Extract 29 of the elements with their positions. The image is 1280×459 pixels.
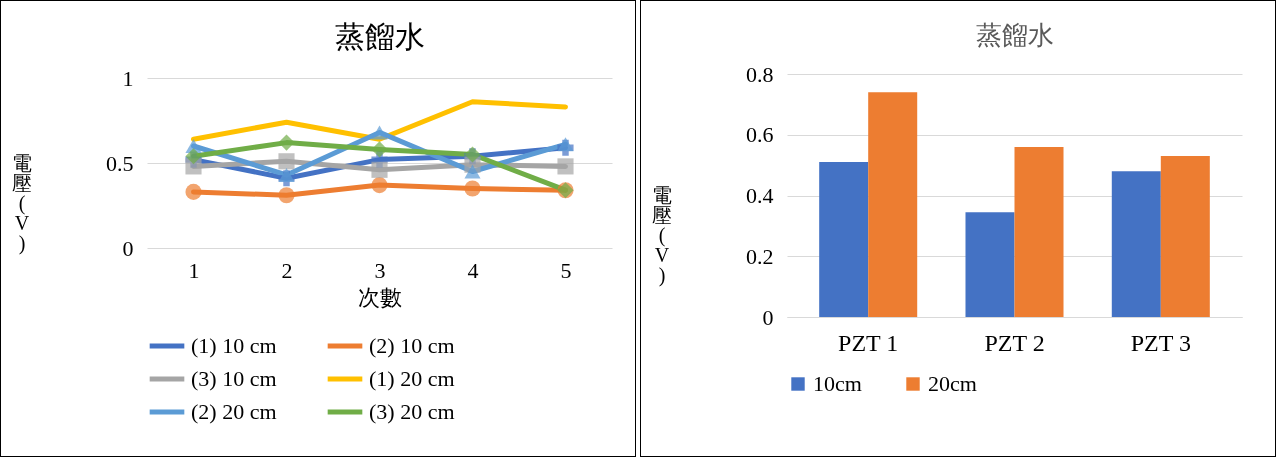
- legend-label: (2) 20 cm: [191, 399, 277, 424]
- y-tick-label: 1: [122, 65, 134, 91]
- y-tick-label: 0: [762, 304, 774, 330]
- y-axis-title: 電壓(V): [12, 151, 32, 255]
- legend-label: 10cm: [813, 371, 862, 396]
- y-tick-label: 0: [122, 235, 134, 261]
- legend-label: (3) 10 cm: [191, 366, 277, 391]
- x-tick-label: PZT 2: [984, 329, 1045, 356]
- chart-title: 蒸餾水: [334, 20, 425, 53]
- legend-label: (2) 10 cm: [369, 333, 455, 358]
- x-axis-title: 次數: [358, 284, 402, 310]
- legend-label: (3) 20 cm: [369, 399, 455, 424]
- x-tick-label: 4: [467, 257, 479, 283]
- chart-title: 蒸餾水: [975, 21, 1054, 50]
- y-tick-label: 0.4: [746, 183, 774, 208]
- x-tick-label: 5: [560, 257, 572, 283]
- legend-label: 20cm: [928, 371, 977, 396]
- x-tick-label: 2: [281, 257, 293, 283]
- y-axis-title: 電壓(V): [652, 184, 672, 287]
- x-tick-label: 1: [188, 257, 200, 283]
- x-tick-label: PZT 1: [838, 329, 899, 356]
- legend-label: (1) 10 cm: [191, 333, 277, 358]
- x-tick-label: PZT 3: [1130, 329, 1191, 356]
- y-tick-label: 0.8: [746, 61, 774, 87]
- x-tick-label: 3: [374, 257, 386, 283]
- y-tick-label: 0.5: [106, 150, 134, 176]
- legend-label: (1) 20 cm: [369, 366, 455, 391]
- y-tick-label: 0.6: [746, 122, 774, 148]
- y-tick-label: 0.2: [746, 243, 774, 269]
